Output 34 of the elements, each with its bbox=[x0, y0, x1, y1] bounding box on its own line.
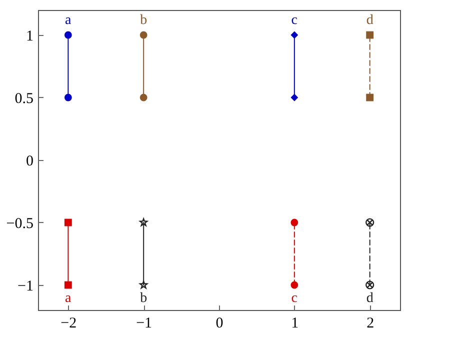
point bbox=[140, 31, 148, 39]
annotation: d bbox=[366, 291, 374, 306]
point bbox=[64, 281, 72, 289]
point bbox=[139, 280, 148, 289]
annotation: a bbox=[65, 13, 72, 28]
x-tick-label: 2 bbox=[366, 316, 374, 332]
annotation: b bbox=[140, 13, 148, 28]
y-tick-label: 0 bbox=[26, 154, 34, 170]
x-tick-label: −1 bbox=[136, 316, 152, 332]
point bbox=[366, 218, 374, 227]
x-tick-label: −2 bbox=[60, 316, 77, 332]
point bbox=[139, 218, 148, 226]
point bbox=[366, 94, 374, 102]
point bbox=[64, 31, 72, 39]
annotation: d bbox=[366, 13, 374, 28]
point bbox=[140, 94, 148, 102]
annotation: c bbox=[291, 13, 298, 28]
point bbox=[290, 31, 298, 39]
point bbox=[64, 218, 72, 226]
y-tick-label: 0.5 bbox=[14, 91, 34, 107]
annotation: c bbox=[291, 291, 298, 306]
annotation: a bbox=[65, 291, 72, 306]
point bbox=[366, 280, 374, 290]
point bbox=[290, 218, 298, 226]
point bbox=[290, 281, 298, 289]
y-tick-label: −0.5 bbox=[6, 216, 34, 232]
x-tick-label: 0 bbox=[216, 316, 224, 332]
y-tick-label: −1 bbox=[18, 278, 34, 294]
point bbox=[64, 94, 72, 102]
y-tick-label: 1 bbox=[26, 28, 34, 44]
point bbox=[290, 94, 298, 102]
x-tick-label: 1 bbox=[291, 316, 299, 332]
point bbox=[366, 31, 374, 39]
annotation: b bbox=[140, 291, 148, 306]
